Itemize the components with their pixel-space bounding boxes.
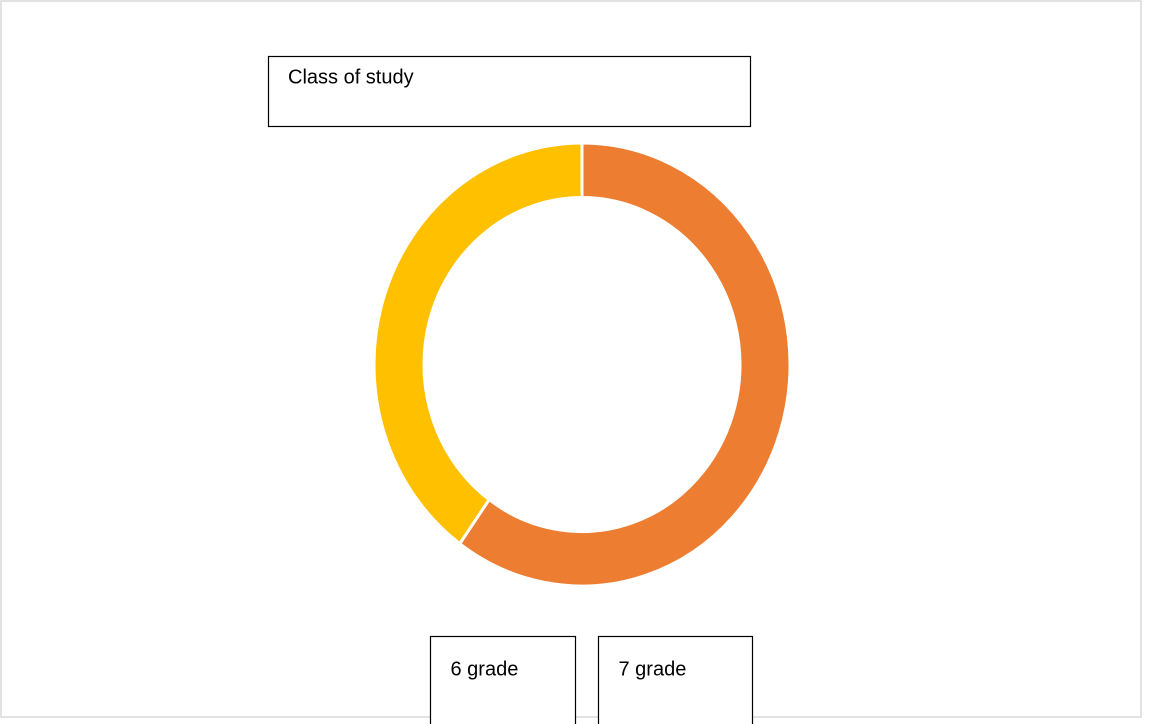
- legend: 6 grade 7 grade: [429, 635, 754, 724]
- legend-label: 6 grade: [451, 658, 519, 680]
- legend-label: 7 grade: [619, 658, 687, 680]
- title-box: [267, 55, 752, 128]
- chart-title: Class of study: [288, 66, 414, 88]
- legend-box: [429, 635, 577, 724]
- plot: [372, 141, 792, 588]
- donut-segment: [372, 141, 584, 546]
- donut-segment: [457, 141, 792, 588]
- legend-box: [597, 635, 754, 724]
